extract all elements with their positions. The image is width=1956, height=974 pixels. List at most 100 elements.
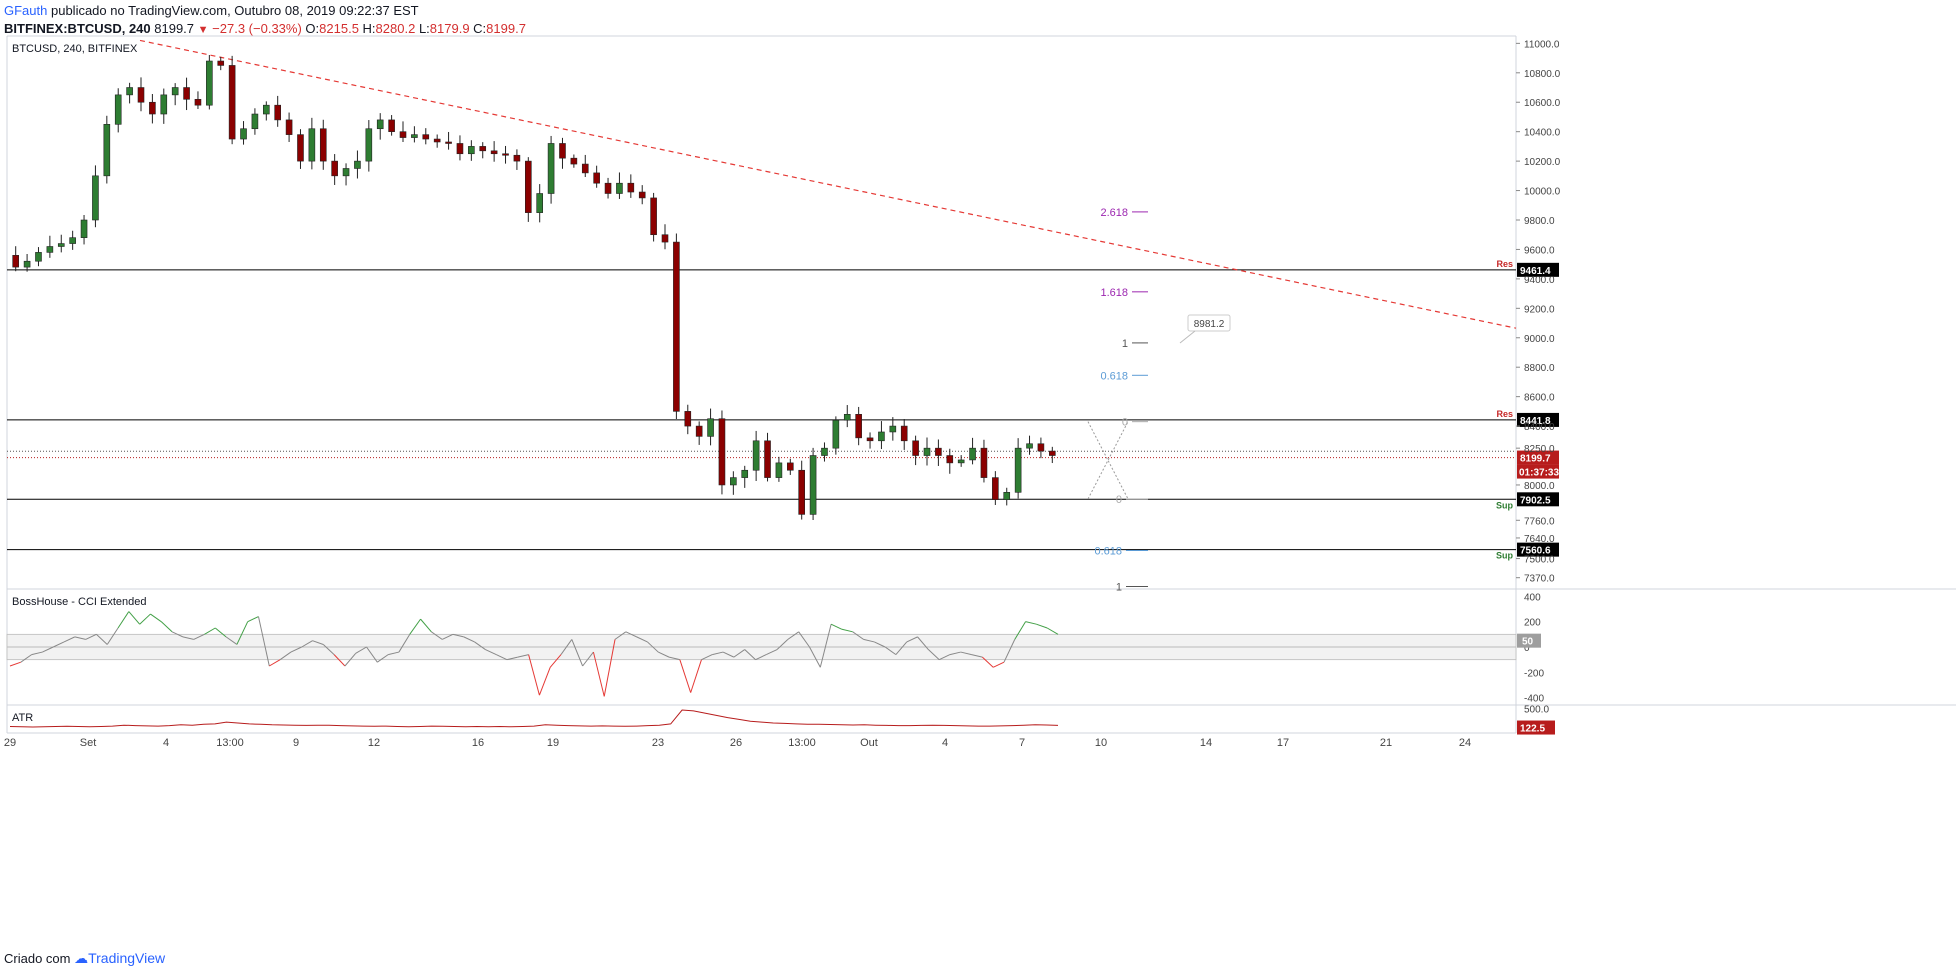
candle-body <box>103 124 111 177</box>
candle-body <box>171 87 179 96</box>
y-tick-label: 8400.0 <box>1524 422 1555 433</box>
fib-label: 1.618 <box>1100 287 1128 299</box>
price-badge-label: 8199.7 <box>1520 454 1551 465</box>
cci-segment <box>150 613 162 623</box>
tradingview-logo-icon[interactable]: ☁ <box>74 950 89 966</box>
candle-body <box>23 260 31 268</box>
candle-body <box>12 255 19 268</box>
candle-body <box>456 143 464 155</box>
cci-segment <box>538 667 551 696</box>
cci-segment <box>279 651 292 661</box>
level-badge-label: 8441.8 <box>1520 416 1551 427</box>
candle-body <box>502 153 509 156</box>
chart-axes: 11000.010800.010600.010400.010200.010000… <box>4 39 1561 749</box>
y-tick-label: 8600.0 <box>1524 393 1555 404</box>
x-tick-label: 16 <box>472 737 484 749</box>
level-badge-label: 7560.6 <box>1520 546 1551 557</box>
cci-segment <box>474 641 486 650</box>
tradingview-brand[interactable]: TradingView <box>88 950 166 966</box>
cci-segment <box>658 651 670 658</box>
cci-segment <box>647 641 659 653</box>
cci-segment <box>236 621 249 645</box>
candle-body <box>490 150 498 155</box>
y-tick-label: 8800.0 <box>1524 363 1555 374</box>
fibonacci-drawing: 2.618 1.618 1 0.618 0 0 0.618 1 8981.2 <box>1087 207 1231 594</box>
close-label: C: <box>473 21 487 36</box>
cci-segment <box>117 611 130 629</box>
close-value: 8199.7 <box>486 21 526 36</box>
candle-body <box>604 182 612 194</box>
cci-segment <box>798 631 810 648</box>
cci-segment <box>301 640 313 648</box>
candle-body <box>900 425 908 442</box>
candle-body <box>832 419 840 449</box>
y-tick-label: 7500.0 <box>1524 555 1555 566</box>
cci-segment <box>1003 639 1016 663</box>
cci-segment <box>214 627 227 638</box>
candle-body <box>513 154 521 162</box>
y-tick-label: 9200.0 <box>1524 304 1555 315</box>
candle-body <box>1003 492 1011 500</box>
cci-segment <box>225 636 238 645</box>
cci-segment <box>841 628 853 633</box>
cci-y-tick: 200 <box>1524 618 1541 629</box>
candle-body <box>946 455 954 464</box>
cci-segment <box>247 616 259 623</box>
cci-segment <box>74 636 86 640</box>
candle-body <box>912 440 919 456</box>
x-tick-label: 21 <box>1380 737 1392 749</box>
fib-label: 0 <box>1122 417 1128 429</box>
cci-segment <box>204 627 216 635</box>
candle-body <box>399 131 407 138</box>
level-tag: Sup <box>1496 500 1514 510</box>
candle-body <box>878 431 885 442</box>
candle-body <box>889 425 897 433</box>
y-tick-label: 8000.0 <box>1524 481 1555 492</box>
cci-segment <box>614 631 627 640</box>
cci-segment <box>171 631 184 638</box>
x-tick-label: 23 <box>652 737 664 749</box>
fib-label: 1 <box>1122 338 1128 350</box>
atr-value-label: 122.5 <box>1520 724 1545 735</box>
cci-segment <box>712 651 724 656</box>
cci-segment <box>571 639 584 667</box>
cci-segment <box>744 649 756 661</box>
cci-segment <box>506 656 518 661</box>
low-value: 8179.9 <box>429 21 470 36</box>
target-callout-label: 8981.2 <box>1194 319 1225 330</box>
candle-body <box>843 414 851 421</box>
open-label: O: <box>305 21 320 36</box>
candle-body <box>536 193 543 213</box>
cci-segment <box>355 646 367 654</box>
cci-segment <box>917 636 929 650</box>
candle-body <box>149 101 156 115</box>
cci-segment <box>485 649 497 656</box>
candle-body <box>319 128 327 162</box>
candle-body <box>479 146 487 152</box>
candle-body <box>46 246 54 253</box>
cci-segment <box>830 623 843 630</box>
cci-segment <box>377 654 389 663</box>
fib-label: 0.618 <box>1100 370 1128 382</box>
ohlc-line: BITFINEX:BTCUSD, 240 8199.7 ▼ −27.3 (−0.… <box>4 21 526 36</box>
candle-body <box>445 141 452 144</box>
author-link[interactable]: GFauth <box>4 3 48 18</box>
y-tick-label: 11000.0 <box>1524 39 1560 50</box>
y-tick-label: 9000.0 <box>1524 334 1555 345</box>
cci-value-badge <box>1517 633 1541 648</box>
y-tick-label: 9400.0 <box>1524 275 1555 286</box>
fib-projection <box>1087 421 1129 500</box>
candle-body <box>57 243 65 247</box>
cci-segment <box>258 616 270 667</box>
candle-body <box>661 234 669 243</box>
candle-body <box>240 128 247 140</box>
cci-y-tick: 0 <box>1524 643 1530 654</box>
cci-segment <box>776 639 789 650</box>
down-trendline <box>139 39 1517 329</box>
atr-value-badge <box>1517 720 1555 735</box>
cci-segment <box>992 661 1005 668</box>
candle-body <box>923 447 931 456</box>
cci-segment <box>592 651 605 697</box>
cci-segment <box>420 618 432 633</box>
